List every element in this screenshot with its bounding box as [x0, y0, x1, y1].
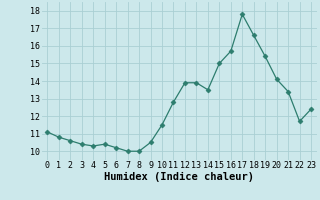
- X-axis label: Humidex (Indice chaleur): Humidex (Indice chaleur): [104, 172, 254, 182]
